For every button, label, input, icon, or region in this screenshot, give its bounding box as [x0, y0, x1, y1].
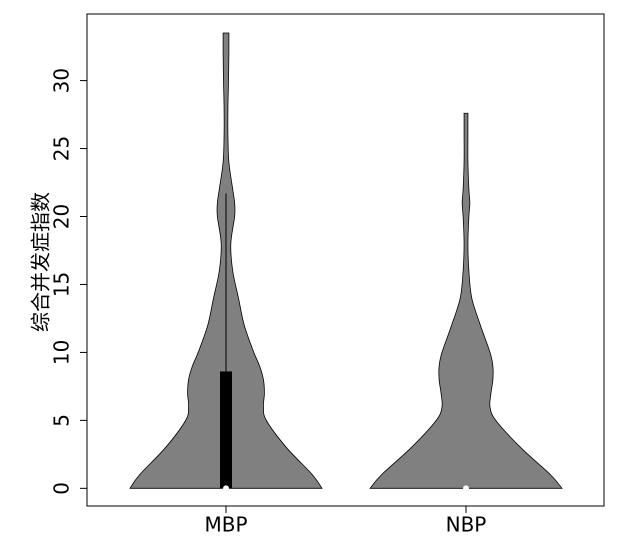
median [223, 485, 229, 492]
y-axis-label: 综合并发症指数 [29, 192, 53, 332]
median [463, 485, 469, 492]
y-tick-label: 0 [50, 482, 74, 495]
y-tick-label: 15 [50, 272, 74, 297]
box [220, 371, 232, 489]
x-tick-label: MBP [204, 513, 247, 537]
y-tick-label: 10 [50, 340, 74, 365]
y-tick-label: 25 [50, 136, 74, 161]
x-tick-label: NBP [446, 513, 487, 537]
y-tick-label: 30 [50, 68, 74, 93]
y-tick-label: 5 [50, 414, 74, 427]
y-tick-label: 20 [50, 204, 74, 229]
violin [369, 112, 563, 489]
plot-frame [86, 13, 605, 507]
